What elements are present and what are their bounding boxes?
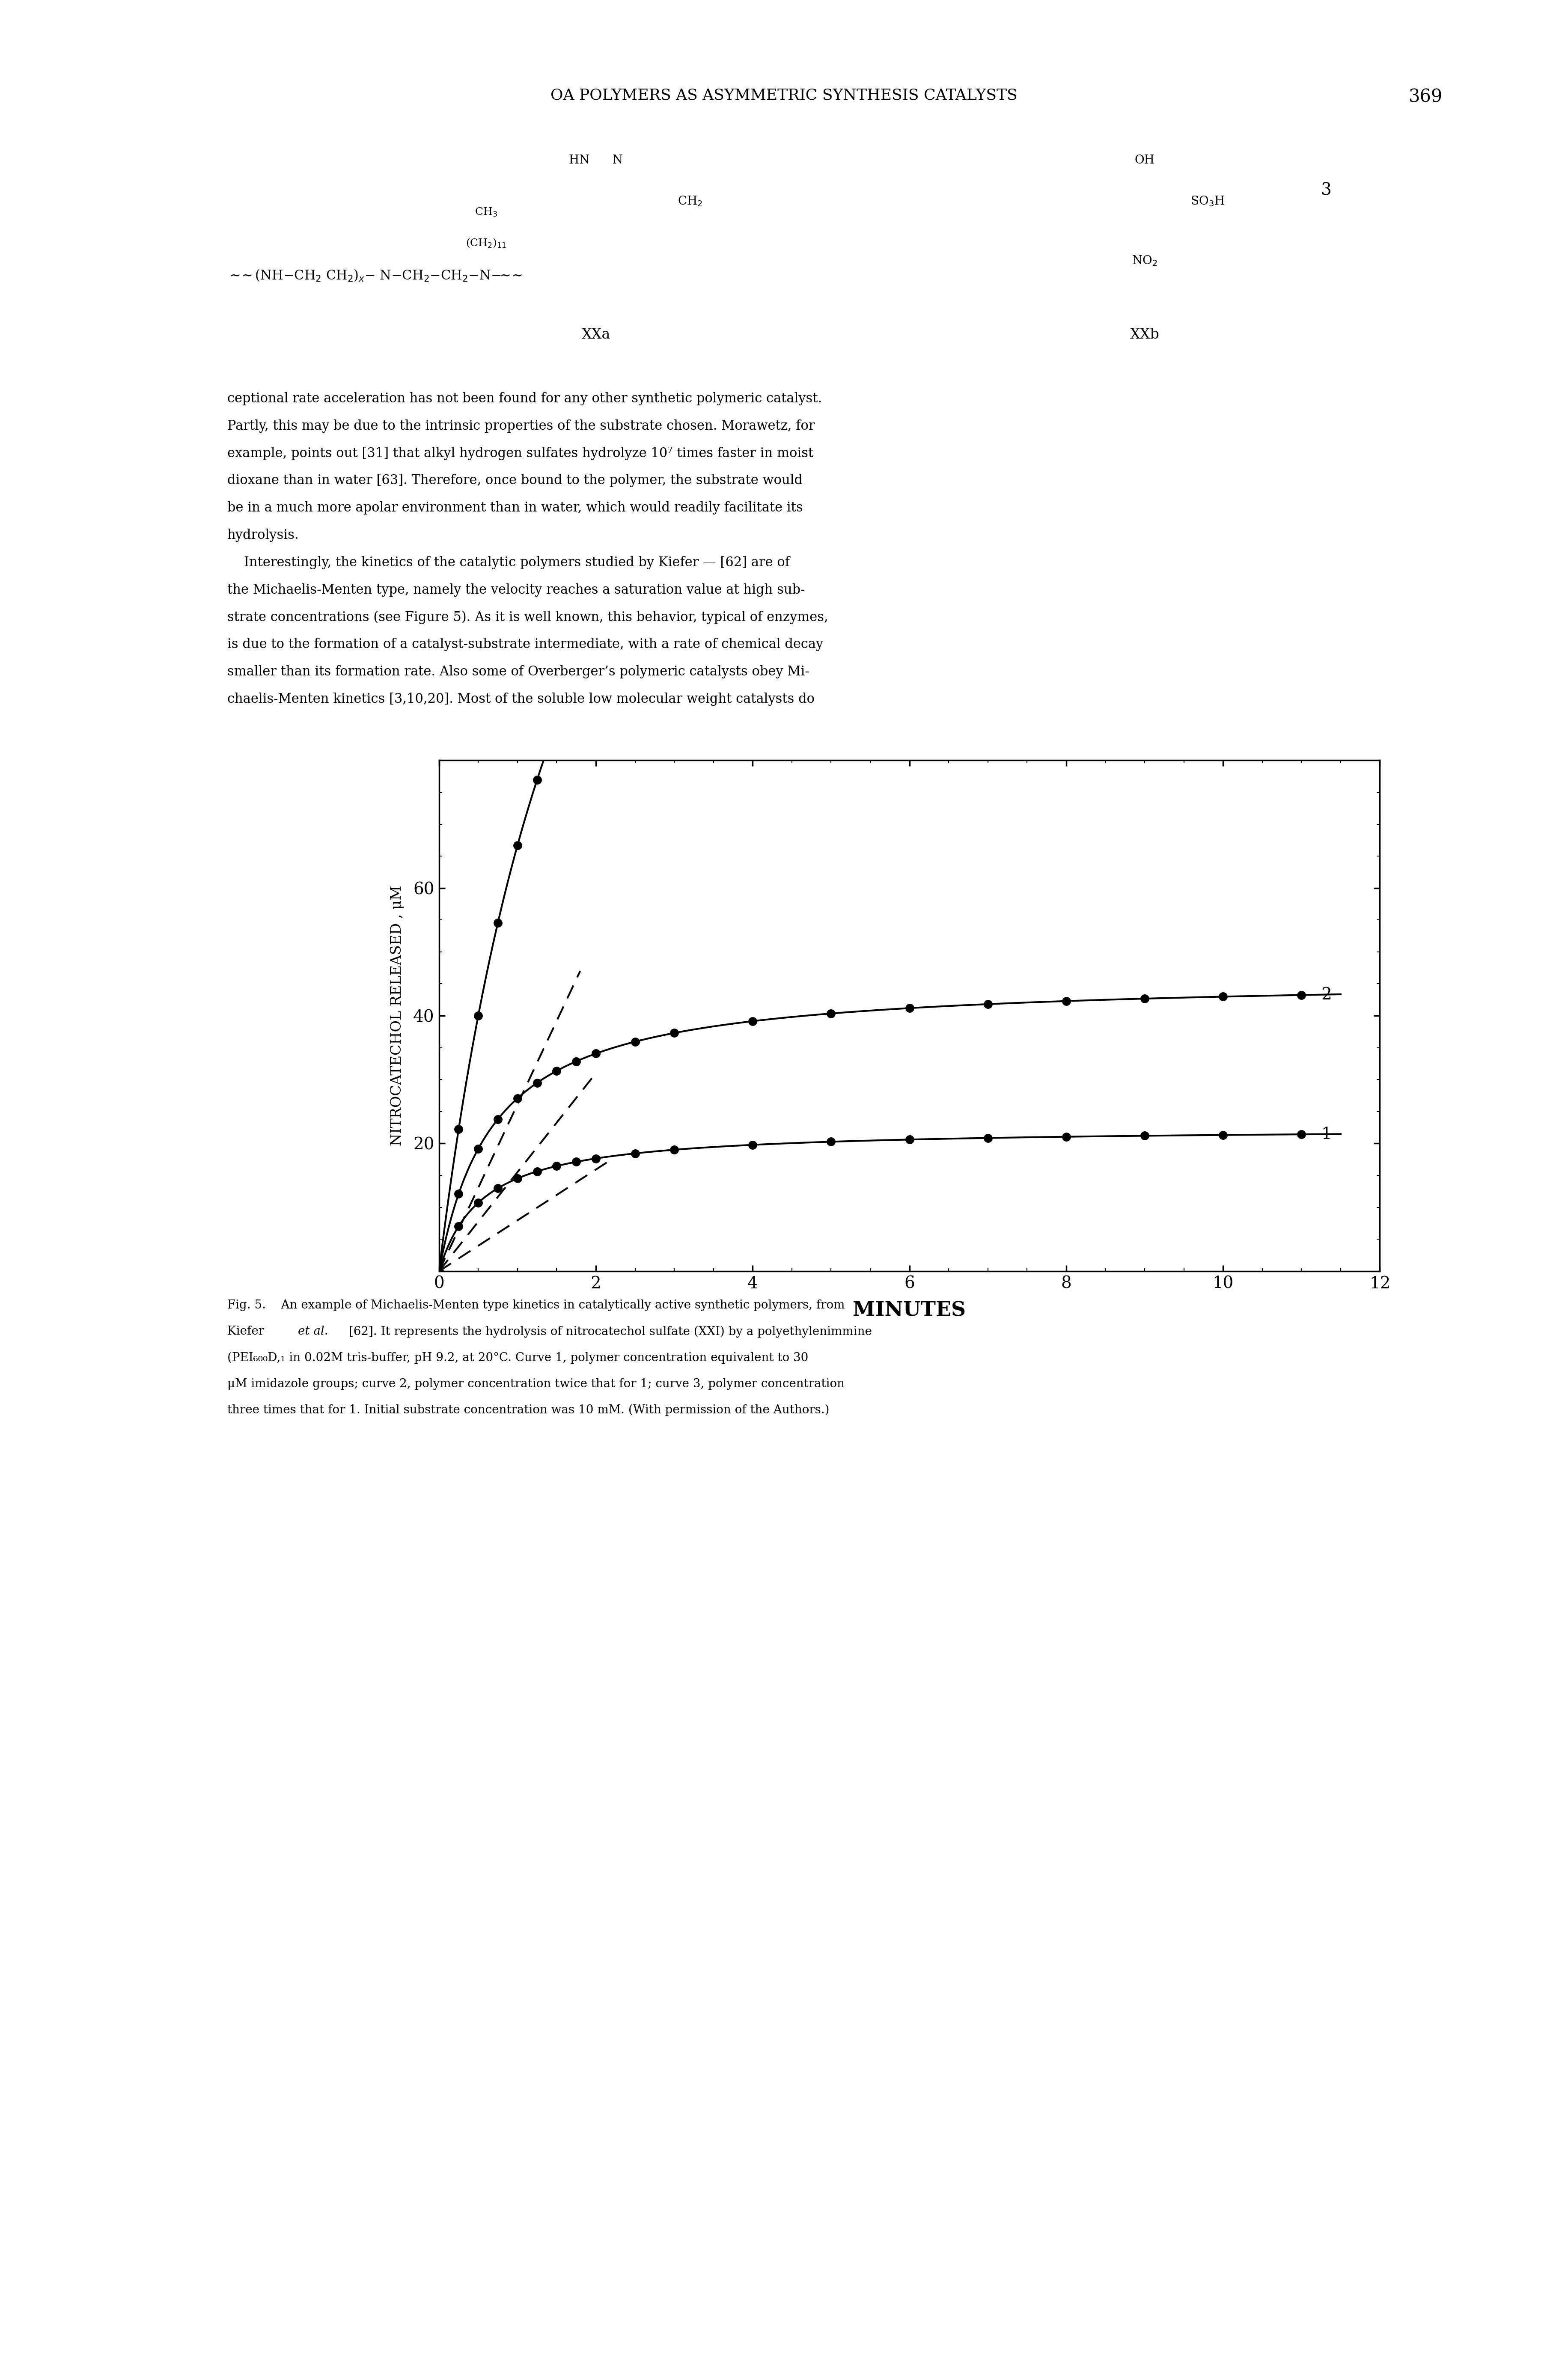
- Text: (PEI₆₀₀D,₁ in 0.02Μ tris-buffer, pH 9.2, at 20°C. Curve 1, polymer concentration: (PEI₆₀₀D,₁ in 0.02Μ tris-buffer, pH 9.2,…: [227, 1352, 809, 1364]
- Text: the Michaelis-Menten type, namely the velocity reaches a saturation value at hig: the Michaelis-Menten type, namely the ve…: [227, 584, 804, 596]
- Text: HN      N: HN N: [569, 154, 622, 166]
- Text: 369: 369: [1408, 88, 1443, 107]
- Text: OH: OH: [1135, 154, 1154, 166]
- Text: 2: 2: [1320, 986, 1331, 1003]
- Text: CH$_3$: CH$_3$: [475, 207, 497, 219]
- Text: smaller than its formation rate. Also some of Overberger’s polymeric catalysts o: smaller than its formation rate. Also so…: [227, 665, 809, 680]
- Text: Interestingly, the kinetics of the catalytic polymers studied by Kiefer — [62] a: Interestingly, the kinetics of the catal…: [227, 556, 790, 570]
- Text: example, points out [31] that alkyl hydrogen sulfates hydrolyze 10⁷ times faster: example, points out [31] that alkyl hydr…: [227, 447, 814, 461]
- Text: OA POLYMERS AS ASYMMETRIC SYNTHESIS CATALYSTS: OA POLYMERS AS ASYMMETRIC SYNTHESIS CATA…: [550, 88, 1018, 102]
- Text: [62]. It represents the hydrolysis of nitrocatechol sulfate (XXI) by a polyethyl: [62]. It represents the hydrolysis of ni…: [345, 1326, 872, 1338]
- Text: chaelis-Menten kinetics [3,10,20]. Most of the soluble low molecular weight cata: chaelis-Menten kinetics [3,10,20]. Most …: [227, 694, 815, 706]
- Text: $\sim\!\!\sim$(NH$-$CH$_2$ CH$_2$)$_x$$-$ N$-$CH$_2$$-$CH$_2$$-$N$-\!\!\sim\!\!\: $\sim\!\!\sim$(NH$-$CH$_2$ CH$_2$)$_x$$-…: [227, 268, 522, 283]
- Text: NO$_2$: NO$_2$: [1132, 254, 1157, 266]
- Text: strate concentrations (see Figure 5). As it is well known, this behavior, typica: strate concentrations (see Figure 5). As…: [227, 611, 828, 625]
- Text: 1: 1: [1320, 1126, 1331, 1143]
- Text: be in a much more apolar environment than in water, which would readily facilita: be in a much more apolar environment tha…: [227, 501, 803, 516]
- Text: Partly, this may be due to the intrinsic properties of the substrate chosen. Mor: Partly, this may be due to the intrinsic…: [227, 421, 815, 432]
- Text: XXb: XXb: [1131, 328, 1159, 342]
- Text: ceptional rate acceleration has not been found for any other synthetic polymeric: ceptional rate acceleration has not been…: [227, 392, 822, 406]
- Y-axis label: NITROCATECHOL RELEASED , μM: NITROCATECHOL RELEASED , μM: [390, 886, 405, 1145]
- Text: three times that for 1. Initial substrate concentration was 10 mM. (With permiss: three times that for 1. Initial substrat…: [227, 1404, 829, 1416]
- Text: et al.: et al.: [298, 1326, 328, 1338]
- Text: Fig. 5.    An example of Michaelis-Menten type kinetics in catalytically active : Fig. 5. An example of Michaelis-Menten t…: [227, 1300, 845, 1312]
- Text: SO$_3$H: SO$_3$H: [1190, 195, 1225, 207]
- Text: (CH$_2$)$_{11}$: (CH$_2$)$_{11}$: [466, 238, 506, 249]
- Text: Kiefer: Kiefer: [227, 1326, 268, 1338]
- Text: μM imidazole groups; curve 2, polymer concentration twice that for 1; curve 3, p: μM imidazole groups; curve 2, polymer co…: [227, 1378, 845, 1390]
- Text: hydrolysis.: hydrolysis.: [227, 527, 299, 542]
- X-axis label: MINUTES: MINUTES: [853, 1300, 966, 1321]
- Text: is due to the formation of a catalyst-substrate intermediate, with a rate of che: is due to the formation of a catalyst-su…: [227, 639, 823, 651]
- Text: dioxane than in water [63]. Therefore, once bound to the polymer, the substrate : dioxane than in water [63]. Therefore, o…: [227, 475, 803, 487]
- Text: XXa: XXa: [582, 328, 610, 342]
- Text: 3: 3: [1320, 183, 1331, 200]
- Text: CH$_2$: CH$_2$: [677, 195, 702, 207]
